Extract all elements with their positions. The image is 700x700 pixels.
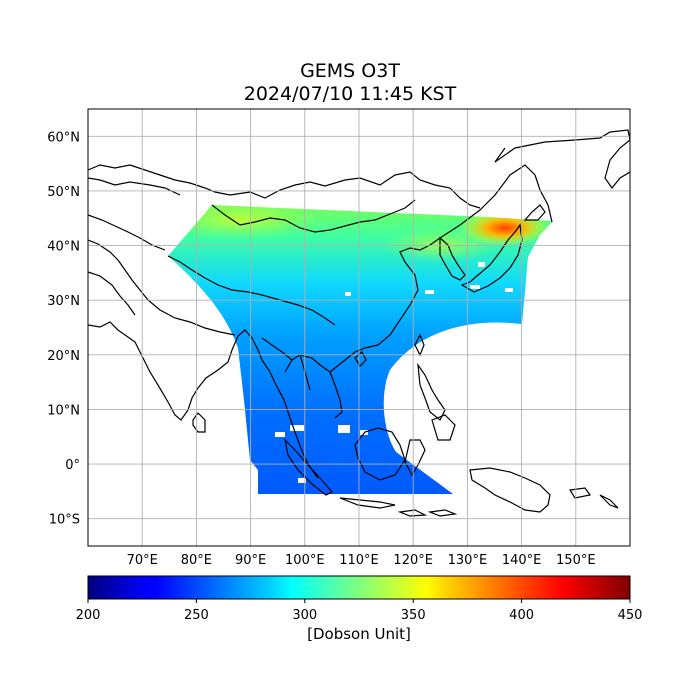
lat-tick-label: 10°N [47, 403, 80, 418]
colorbar-tick-label: 450 [618, 608, 643, 623]
grid-lines [88, 109, 630, 546]
lat-tick-label: 0° [65, 458, 80, 473]
lon-tick-label: 100°E [285, 553, 325, 568]
lon-tick-label: 140°E [502, 553, 542, 568]
colorbar [87, 575, 631, 600]
colorbar-tick-label: 200 [76, 608, 101, 623]
lat-tick-label: 10°S [49, 513, 80, 528]
lat-tick-label: 40°N [47, 240, 80, 255]
lon-tick-label: 80°E [181, 553, 212, 568]
colorbar-tick-label: 350 [401, 608, 426, 623]
lon-tick-label: 130°E [448, 553, 488, 568]
map-title: GEMS O3T [300, 60, 400, 82]
map-frame [87, 108, 631, 547]
lon-tick-label: 110°E [339, 553, 379, 568]
colorbar-tick-label: 400 [509, 608, 534, 623]
colorbar-tick-label: 300 [292, 608, 317, 623]
lat-tick-label: 60°N [47, 130, 80, 145]
lon-tick-label: 150°E [556, 553, 596, 568]
map-subtitle: 2024/07/10 11:45 KST [243, 83, 457, 105]
lon-tick-label: 70°E [127, 553, 158, 568]
lat-tick-label: 30°N [47, 294, 80, 309]
lon-tick-label: 90°E [235, 553, 266, 568]
lat-tick-label: 50°N [47, 185, 80, 200]
colorbar-label: [Dobson Unit] [307, 625, 411, 643]
colorbar-ticks: 200 250 300 350 400 450 [76, 599, 643, 623]
colorbar-tick-label: 250 [184, 608, 209, 623]
axis-ticks: 70°E 80°E 90°E 100°E 110°E 120°E 130°E 140°E 150… [47, 130, 595, 568]
lat-tick-label: 20°N [47, 349, 80, 364]
lon-tick-label: 120°E [393, 553, 433, 568]
